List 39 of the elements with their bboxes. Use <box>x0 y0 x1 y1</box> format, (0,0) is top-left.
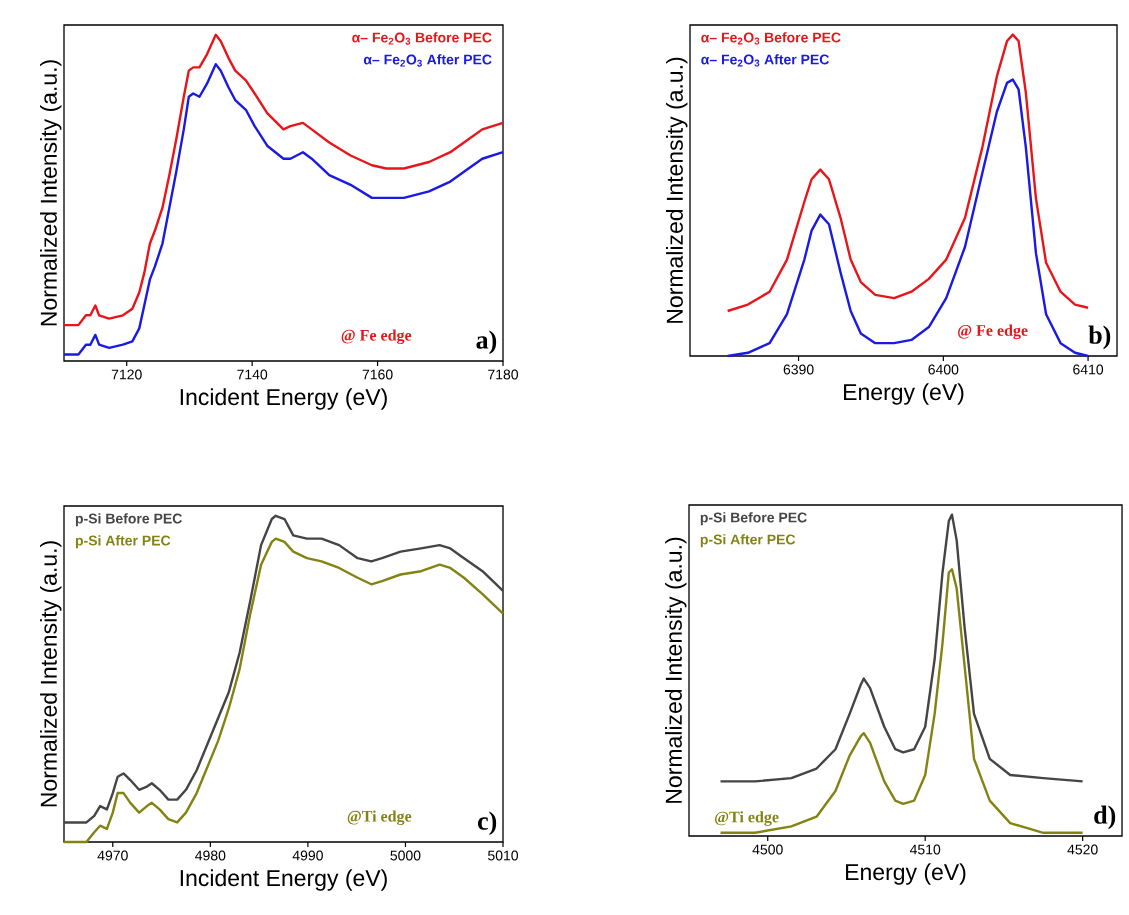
x-tick-label: 4520 <box>1067 844 1098 855</box>
text: α– Fe$_{2}$O$_{3}$ Before PEC <box>701 32 841 45</box>
x-tick-label: 6400 <box>928 364 959 375</box>
annotation: @ Fe edge <box>341 329 412 345</box>
x-axis-title: Energy (eV) <box>846 863 966 885</box>
y-axis-title: Normalized Intensity (a.u.) <box>665 537 687 803</box>
y-axis-title: Normalized Intensity (a.u.) <box>666 57 688 323</box>
text: p-Si Before PEC <box>700 512 807 526</box>
annotation: c) <box>477 811 497 836</box>
y-axis-title: Normalized Intensity (a.u.) <box>40 541 62 807</box>
annotation: a) <box>476 330 497 355</box>
text: α– Fe$_{2}$O$_{3}$ After PEC <box>701 54 829 67</box>
x-axis-title: Incident Energy (eV) <box>180 388 387 410</box>
text: p-Si After PEC <box>75 535 171 549</box>
x-tick-label: 7120 <box>111 369 142 380</box>
x-tick-label: 4980 <box>195 850 226 861</box>
x-axis-title: Energy (eV) <box>844 383 964 405</box>
x-tick-label: 4990 <box>292 850 323 861</box>
text: p-Si After PEC <box>700 534 796 548</box>
x-axis-title: Incident Energy (eV) <box>180 869 387 891</box>
x-tick-label: 4510 <box>909 844 941 855</box>
annotation: b) <box>1088 325 1111 350</box>
text: α– Fe$_{2}$O$_{3}$ Before PEC <box>352 32 492 45</box>
x-tick-label: 5010 <box>488 850 519 861</box>
x-tick-label: 6410 <box>1073 364 1104 375</box>
annotation: d) <box>1094 805 1116 830</box>
text: p-Si Before PEC <box>75 513 182 527</box>
annotation: @ Fe edge <box>958 324 1028 340</box>
text: α– Fe$_{2}$O$_{3}$ After PEC <box>363 54 492 67</box>
annotation: @Ti edge <box>715 811 779 826</box>
x-tick-label: 4500 <box>752 844 783 855</box>
x-tick-label: 5000 <box>390 850 421 861</box>
annotation: @Ti edge <box>347 810 412 826</box>
y-axis-title: Normalized Intensity (a.u.) <box>40 60 62 326</box>
x-tick-label: 7180 <box>488 369 519 380</box>
x-tick-label: 4970 <box>97 850 128 861</box>
x-tick-label: 6390 <box>783 364 814 375</box>
x-tick-label: 7160 <box>362 369 393 380</box>
x-tick-label: 7140 <box>237 369 268 380</box>
